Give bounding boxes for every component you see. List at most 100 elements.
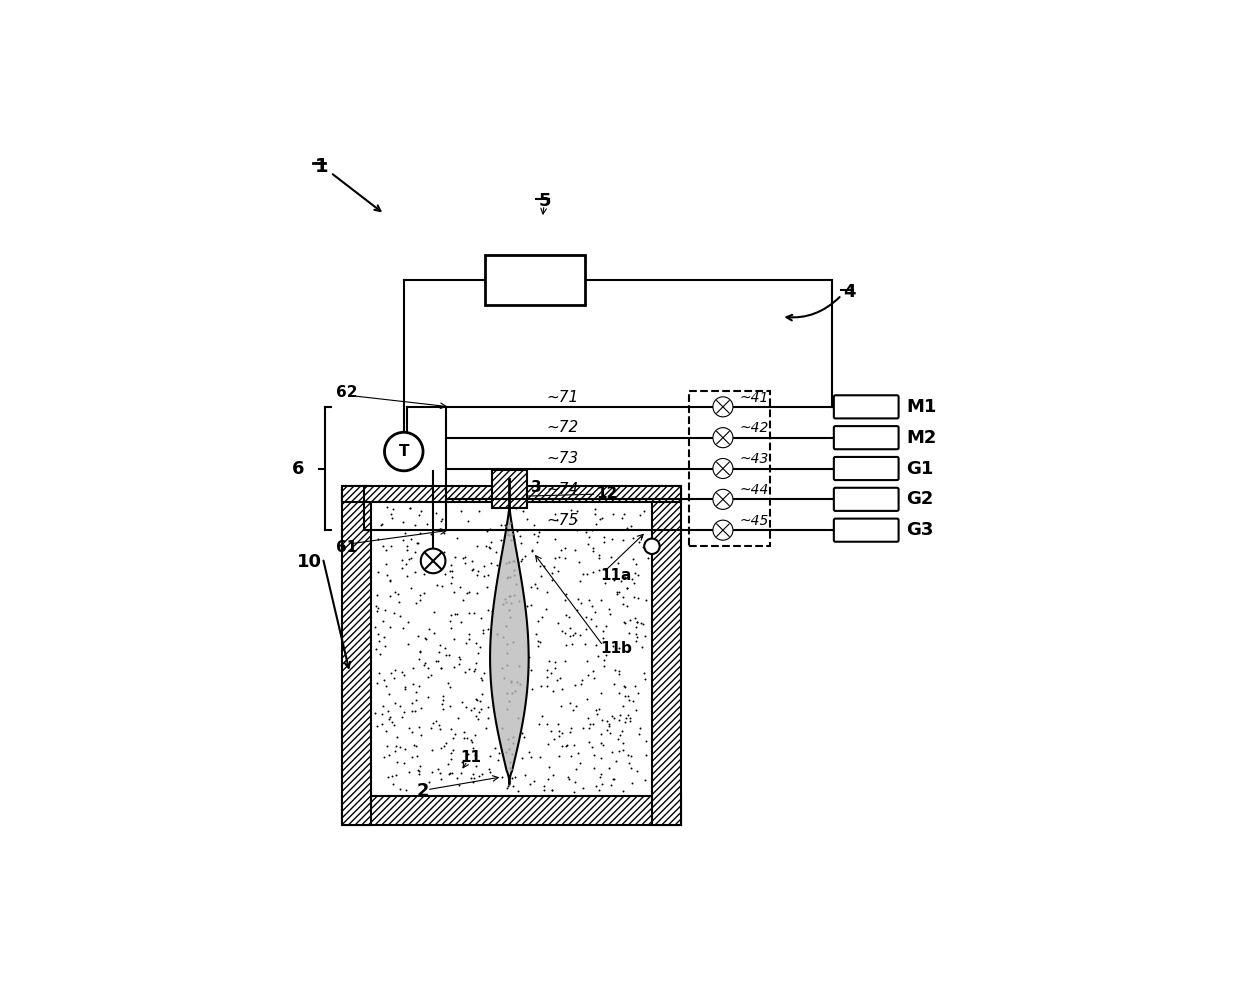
Point (589, 548, 608, 564)
Point (467, 758, 487, 774)
Point (603, 772, 623, 788)
Point (548, 563, 567, 579)
Point (447, 531, 467, 547)
Point (567, 523, 587, 539)
Point (492, 595, 512, 611)
Point (527, 626, 546, 642)
Point (498, 568, 518, 584)
Point (379, 588, 399, 604)
Point (519, 776, 539, 792)
Point (440, 765, 460, 781)
Point (613, 699, 633, 715)
Point (431, 660, 451, 676)
Text: 10: 10 (297, 554, 322, 572)
Point (466, 661, 486, 677)
Point (484, 611, 504, 627)
Point (432, 701, 452, 717)
Point (380, 620, 400, 636)
Point (432, 578, 452, 594)
Point (436, 735, 456, 751)
Point (479, 762, 499, 778)
Point (368, 719, 388, 735)
Bar (342, 486, 681, 503)
Point (431, 740, 451, 756)
Point (442, 766, 462, 782)
Point (384, 670, 404, 686)
Point (584, 544, 603, 560)
Circle shape (712, 458, 733, 478)
Point (591, 592, 611, 608)
Point (597, 722, 617, 738)
Point (608, 712, 628, 728)
Point (405, 545, 425, 561)
Point (565, 737, 585, 753)
Point (466, 708, 486, 724)
Point (610, 727, 629, 743)
Point (488, 629, 508, 645)
Point (455, 556, 475, 572)
Point (378, 769, 398, 785)
Point (600, 725, 620, 741)
Point (506, 572, 525, 588)
Point (377, 556, 396, 572)
Point (483, 634, 503, 650)
Point (398, 636, 418, 652)
Point (494, 659, 514, 675)
Point (626, 634, 646, 650)
Point (434, 526, 453, 542)
Point (544, 767, 564, 783)
Point (565, 543, 585, 559)
Point (431, 514, 451, 530)
Point (378, 703, 398, 719)
Point (457, 731, 477, 747)
Point (626, 619, 646, 635)
Point (515, 767, 535, 783)
Point (546, 513, 566, 529)
Point (513, 654, 533, 670)
Point (632, 529, 652, 545)
Point (472, 687, 492, 703)
Point (556, 586, 576, 602)
Text: ~43: ~43 (740, 452, 768, 466)
Point (405, 565, 425, 581)
Point (472, 670, 492, 686)
Point (374, 749, 394, 765)
Point (502, 674, 522, 690)
Point (590, 770, 610, 786)
Point (450, 656, 470, 672)
Point (580, 716, 600, 732)
Point (377, 724, 396, 740)
Point (628, 567, 648, 583)
Point (475, 568, 494, 584)
Point (430, 765, 450, 781)
Point (581, 599, 601, 615)
Point (600, 760, 620, 776)
Point (410, 643, 430, 659)
Point (452, 754, 472, 770)
Point (383, 502, 403, 518)
Point (506, 642, 525, 658)
Point (510, 529, 530, 545)
Point (636, 671, 655, 687)
Point (596, 647, 616, 663)
Point (586, 506, 606, 522)
Point (444, 659, 463, 675)
Point (572, 720, 592, 736)
Point (432, 696, 452, 712)
Point (387, 738, 406, 754)
Point (455, 549, 475, 565)
Point (458, 605, 478, 621)
Point (455, 664, 475, 680)
Point (377, 498, 396, 515)
Point (426, 578, 446, 594)
Point (449, 777, 468, 793)
Point (629, 726, 649, 742)
Point (617, 581, 637, 597)
Point (613, 678, 633, 694)
Bar (372, 503, 652, 796)
Circle shape (421, 549, 446, 574)
Point (368, 565, 388, 581)
Circle shape (712, 489, 733, 510)
Point (450, 651, 470, 667)
Point (607, 586, 627, 602)
